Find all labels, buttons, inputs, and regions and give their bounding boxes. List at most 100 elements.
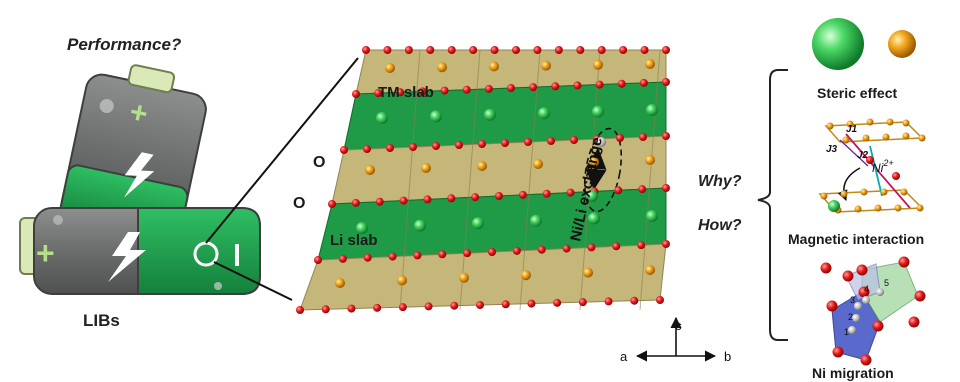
oxygen-atom (637, 241, 646, 250)
li-atom (430, 110, 442, 123)
j1-label: J1 (846, 124, 858, 135)
libs-label: LIBs (83, 311, 120, 330)
tm-atom (886, 118, 894, 126)
ni-position-atom (848, 326, 856, 334)
oxygen-atom (537, 245, 546, 254)
oxygen-atom (363, 145, 371, 153)
oxygen-atom (398, 303, 407, 312)
tm-atom (645, 265, 655, 275)
migration-atoms (820, 256, 926, 366)
tm-atom (866, 118, 874, 126)
oxygen-atom (630, 296, 639, 305)
oxygen-atom (898, 256, 910, 268)
zoom-line-top (205, 57, 359, 244)
oxygen-atom (476, 301, 484, 309)
oxygen-atom (640, 46, 649, 54)
oxygen-atom (573, 81, 582, 90)
tm-atom (820, 192, 828, 200)
li-atom (472, 217, 484, 230)
oxygen-atom (375, 197, 384, 206)
oxygen-atom (447, 194, 456, 203)
j2-label: J2 (857, 150, 869, 161)
oxygen-label-bottom: O (293, 195, 305, 212)
li-atom (646, 104, 658, 116)
oxygen-atom (396, 88, 405, 97)
oxygen-atom (399, 196, 408, 205)
steric-effect-label: Steric effect (817, 85, 897, 101)
oxygen-atom (553, 298, 562, 307)
oxygen-atom (639, 78, 648, 87)
tm-atom (902, 132, 910, 140)
oxygen-atom (373, 303, 382, 312)
tm-atom (437, 62, 447, 73)
ni-position-atom (862, 296, 870, 304)
oxygen-atom (321, 305, 330, 314)
oxygen-atom (826, 300, 838, 312)
migration-step-number: 4 (864, 284, 869, 294)
tm-atom (842, 136, 850, 144)
oxygen-atom (578, 298, 587, 307)
oxygen-atom (340, 146, 348, 154)
oxygen-atom (507, 84, 515, 92)
li-atom (592, 105, 604, 118)
oxygen-atom (438, 250, 447, 259)
oxygen-atom (662, 184, 670, 192)
li-atom (484, 108, 496, 121)
oxygen-atom (866, 156, 874, 164)
axis-a-label: a (620, 349, 628, 364)
oxygen-atom (352, 90, 360, 98)
tm-atom (589, 157, 599, 167)
why-question: Why? (698, 173, 742, 190)
tm-atom (918, 134, 926, 142)
tm-atom (593, 59, 603, 70)
oxygen-atom (612, 242, 621, 251)
ni-ion-label: Ni2+ (872, 158, 894, 175)
oxygen-atom (842, 270, 854, 282)
tm-atom (477, 161, 487, 171)
oxygen-atom (409, 143, 417, 151)
tm-atom (880, 188, 888, 196)
li-ion-sphere (812, 18, 864, 70)
tm-atom (421, 163, 431, 173)
tm-atom (459, 272, 469, 283)
oxygen-atom (386, 144, 394, 152)
tm-atom (882, 133, 890, 141)
oxygen-atom (656, 296, 664, 304)
oxygen-atom (562, 244, 571, 253)
battery-front: + (19, 207, 261, 295)
oxygen-label-top: O (313, 154, 325, 171)
migration-step-number: 5 (884, 278, 889, 288)
migration-step-numbers: 1 2 34 5 (844, 278, 889, 337)
oxygen-atom (595, 80, 604, 89)
ni-position-atom (852, 314, 860, 322)
oxygen-atom (529, 83, 538, 92)
oxygen-atom (908, 316, 920, 328)
oxygen-atom (860, 354, 872, 366)
oxygen-atom (490, 46, 499, 54)
oxygen-atom (432, 142, 440, 150)
ni-position-atom (876, 288, 884, 296)
tm-atom (902, 119, 910, 127)
oxygen-atom (662, 240, 670, 248)
oxygen-atom (566, 188, 575, 197)
oxygen-atom (501, 139, 509, 147)
oxygen-atom (296, 306, 304, 314)
oxygen-atom (832, 346, 844, 358)
li-slab-label: Li slab (330, 232, 378, 249)
oxygen-atom (616, 134, 624, 142)
oxygen-atom (462, 85, 471, 94)
oxygen-atom (576, 46, 585, 54)
li-atom (538, 107, 550, 120)
how-question: How? (698, 217, 742, 234)
li-atom (356, 222, 368, 234)
oxygen-atom (463, 249, 472, 258)
li-atom (646, 210, 658, 222)
li-exchange-atom (586, 190, 598, 202)
oxygen-atom (426, 46, 435, 54)
tm-atom (894, 204, 902, 212)
oxygen-atom (478, 140, 486, 148)
oxygen-atom (554, 46, 563, 54)
tm-atom (533, 159, 543, 169)
oxygen-atom (471, 193, 480, 202)
